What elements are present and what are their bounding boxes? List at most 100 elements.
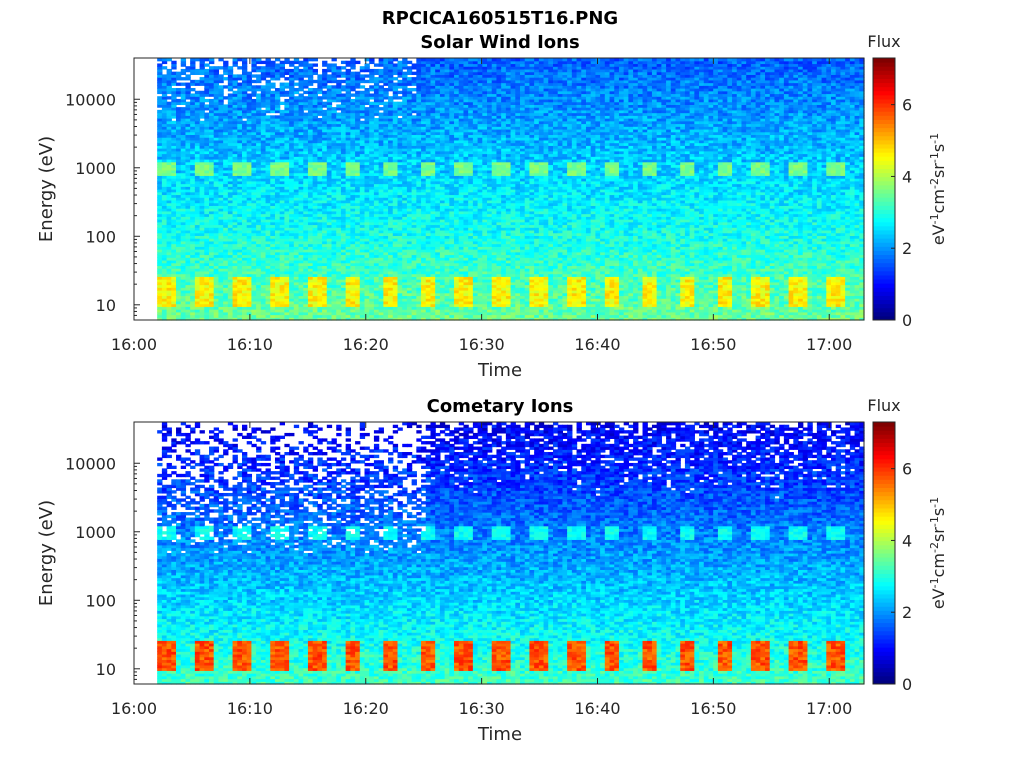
spectrogram-cell xyxy=(274,178,281,182)
spectrogram-cell xyxy=(298,167,304,171)
spectrogram-cell xyxy=(241,268,248,272)
spectrogram-cell xyxy=(241,112,248,116)
spectrogram-cell xyxy=(256,216,262,220)
spectrogram-cell xyxy=(213,169,220,174)
spectrogram-cell xyxy=(298,273,304,277)
spectrogram-cell xyxy=(161,156,168,160)
spectrogram-cell xyxy=(312,224,318,228)
spectrogram-cell xyxy=(204,112,210,116)
spectrogram-cell xyxy=(251,123,257,127)
spectrogram-cell xyxy=(241,74,248,78)
spectrogram-cell xyxy=(251,227,257,231)
spectrogram-cell xyxy=(312,101,318,105)
spectrogram-cell xyxy=(209,115,215,119)
spectrogram-cell xyxy=(241,251,248,256)
spectrogram-cell xyxy=(194,134,201,138)
spectrogram-cell xyxy=(298,197,304,201)
spectrogram-cell xyxy=(157,77,163,81)
spectrogram-cell xyxy=(284,142,290,146)
spectrogram-cell xyxy=(270,259,276,264)
spectrogram-cell xyxy=(161,257,168,261)
spectrogram-cell xyxy=(176,115,182,119)
spectrogram-cell xyxy=(336,205,342,209)
spectrogram-cell xyxy=(303,175,309,179)
spectrogram-cell xyxy=(312,153,318,157)
spectrogram-cell xyxy=(326,295,333,299)
spectrogram-cell xyxy=(166,90,172,95)
spectrogram-cell xyxy=(237,213,243,217)
spectrogram-cell xyxy=(340,259,347,264)
spectrogram-cell xyxy=(345,306,351,310)
spectrogram-cell xyxy=(326,254,333,258)
spectrogram-cell xyxy=(251,273,257,277)
spectrogram-cell xyxy=(185,161,191,166)
spectrogram-cell xyxy=(194,249,201,253)
spectrogram-cell xyxy=(298,309,304,313)
spectrogram-cell xyxy=(256,224,262,228)
spectrogram-cell xyxy=(180,186,187,190)
spectrogram-cell xyxy=(298,232,304,236)
spectrogram-cell xyxy=(180,115,187,119)
spectrogram-cell xyxy=(223,128,229,133)
spectrogram-cell xyxy=(246,257,253,261)
spectrogram-cell xyxy=(218,169,224,174)
spectrogram-cell xyxy=(303,126,309,130)
spectrogram-cell xyxy=(213,77,220,81)
spectrogram-cell xyxy=(157,82,163,86)
spectrogram-cell xyxy=(213,82,220,86)
spectrogram-cell xyxy=(218,306,224,310)
spectrogram-cell xyxy=(204,292,210,297)
spectrogram-cell xyxy=(218,172,224,176)
spectrogram-cell xyxy=(171,156,177,160)
spectrogram-cell xyxy=(204,298,210,302)
spectrogram-cell xyxy=(340,191,347,196)
spectrogram-cell xyxy=(260,156,267,160)
spectrogram-cell xyxy=(293,284,300,288)
spectrogram-cell xyxy=(331,68,337,73)
spectrogram-cell xyxy=(209,167,215,171)
spectrogram-cell xyxy=(232,90,238,95)
spectrogram-cell xyxy=(279,257,285,261)
spectrogram-cell xyxy=(157,123,163,127)
spectrogram-cell xyxy=(166,314,172,318)
spectrogram-cell xyxy=(237,183,243,187)
spectrogram-cell xyxy=(317,74,323,78)
spectrogram-cell xyxy=(199,96,205,100)
spectrogram-cell xyxy=(204,90,210,95)
spectrogram-cell xyxy=(232,259,238,264)
spectrogram-cell xyxy=(209,232,215,236)
spectrogram-cell xyxy=(331,213,337,217)
spectrogram-cell xyxy=(218,120,224,125)
spectrogram-cell xyxy=(322,208,328,212)
spectrogram-cell xyxy=(289,118,295,122)
spectrogram-cell xyxy=(256,68,262,73)
spectrogram-cell xyxy=(157,289,163,294)
spectrogram-cell xyxy=(289,300,295,305)
spectrogram-cell xyxy=(227,205,234,209)
spectrogram-cell xyxy=(322,205,328,209)
spectrogram-cell xyxy=(157,227,163,231)
spectrogram-cell xyxy=(307,79,314,84)
spectrogram-cell xyxy=(171,276,177,280)
spectrogram-cell xyxy=(256,109,262,114)
spectrogram-cell xyxy=(336,96,342,100)
spectrogram-cell xyxy=(180,68,187,73)
spectrogram-cell xyxy=(289,156,295,160)
spectrogram-cell xyxy=(176,317,182,321)
spectrogram-cell xyxy=(246,74,253,78)
spectrogram-cell xyxy=(171,216,177,220)
spectrogram-cell xyxy=(274,279,281,283)
spectrogram-cell xyxy=(232,314,238,318)
spectrogram-cell xyxy=(289,249,295,253)
spectrogram-cell xyxy=(246,98,253,103)
spectrogram-cell xyxy=(303,71,309,75)
spectrogram-cell xyxy=(312,98,318,103)
spectrogram-cell xyxy=(209,107,215,111)
spectrogram-cell xyxy=(256,232,262,236)
spectrogram-cell xyxy=(204,68,210,73)
spectrogram-cell xyxy=(303,112,309,116)
spectrogram-cell xyxy=(251,90,257,95)
spectrogram-cell xyxy=(312,120,318,125)
spectrogram-cell xyxy=(199,90,205,95)
spectrogram-cell xyxy=(241,227,248,231)
